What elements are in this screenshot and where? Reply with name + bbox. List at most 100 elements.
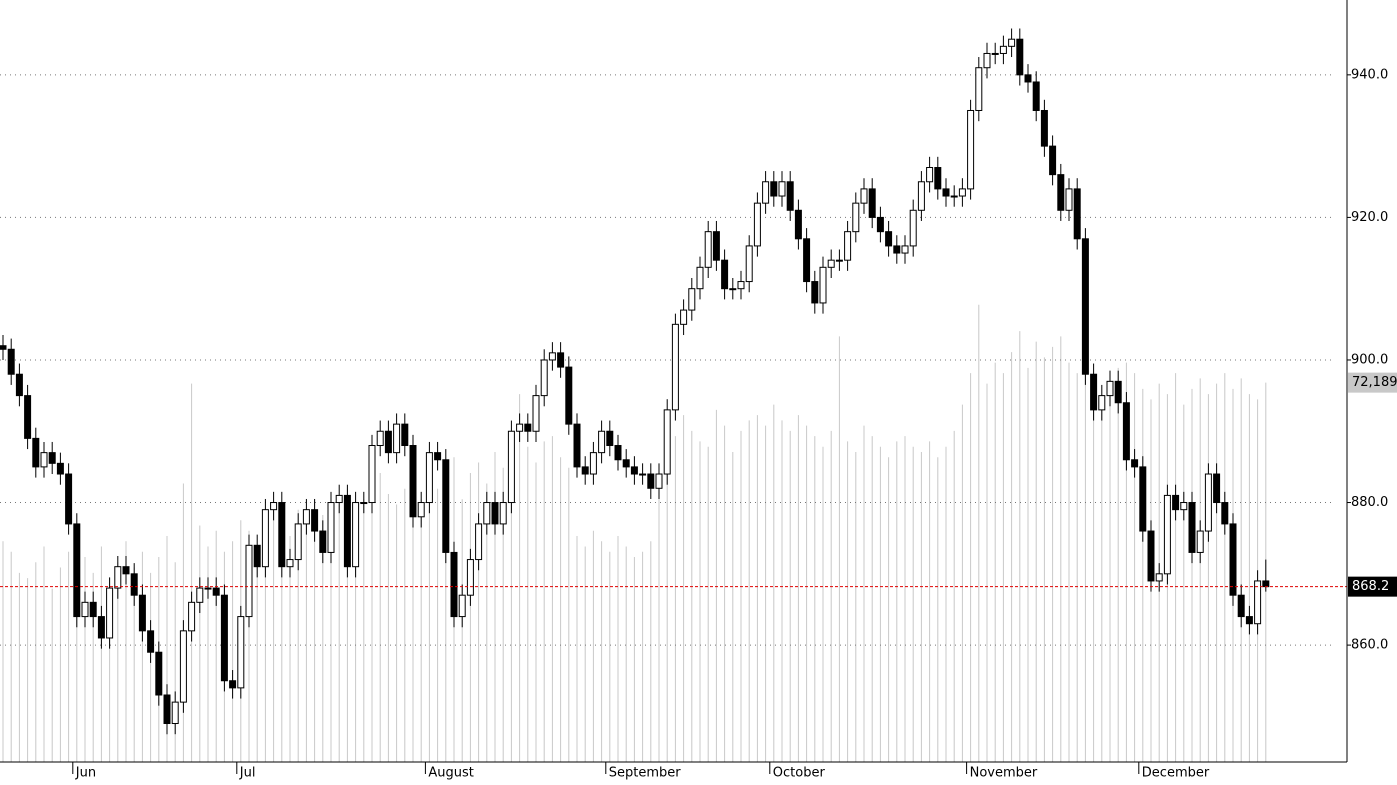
candle-body (65, 473, 73, 525)
candle-body (885, 231, 893, 247)
candle-body (655, 473, 663, 489)
candle-body (147, 630, 155, 653)
candle-body (1090, 373, 1098, 411)
candle-body (1139, 466, 1147, 532)
candle-body (466, 559, 474, 596)
candle-body (1131, 459, 1139, 468)
candle-body (1237, 594, 1245, 618)
candle-body (343, 494, 351, 568)
candle-body (56, 462, 64, 475)
candle-body (630, 466, 638, 475)
candle-body (32, 437, 40, 468)
candle-body (368, 445, 376, 504)
candle-body (983, 52, 991, 69)
candle-body (819, 266, 827, 304)
candle-body (89, 601, 97, 618)
x-tick-label: December (1142, 766, 1210, 781)
candle-body (540, 359, 548, 397)
candle-body (581, 466, 589, 475)
candle-body (999, 45, 1007, 54)
candle-body (745, 245, 753, 283)
candle-body (425, 452, 433, 504)
candle-body (106, 587, 114, 639)
y-tick-label: 940.0 (1351, 67, 1388, 82)
candle-body (770, 181, 778, 197)
candle-body (1163, 494, 1171, 575)
candle-body (138, 594, 146, 632)
candle-body (270, 502, 278, 511)
candle-body (122, 566, 130, 575)
candle-body (516, 423, 524, 432)
candle-body (327, 502, 335, 553)
candle-body (417, 502, 425, 518)
candle-body (737, 281, 745, 290)
candle-body (991, 52, 999, 55)
y-tick-label: 900.0 (1351, 352, 1388, 367)
x-tick-label: October (773, 766, 826, 781)
candle-body (335, 494, 343, 504)
x-tick-label: Jul (239, 766, 256, 781)
candle-body (1008, 38, 1016, 47)
candle-body (81, 601, 89, 618)
candle-body (811, 281, 819, 304)
candle-body (1262, 580, 1270, 588)
candle-body (844, 231, 852, 261)
candle-body (302, 509, 310, 525)
candle-body (1204, 473, 1212, 532)
candle-body (704, 231, 712, 268)
candle-body (15, 373, 23, 397)
candle-body (434, 452, 442, 461)
candle-body (688, 288, 696, 311)
candle-body (393, 423, 401, 454)
candle-body (1032, 81, 1040, 111)
candle-body (1180, 502, 1188, 511)
candle-body (1188, 502, 1196, 553)
candle-body (614, 445, 622, 461)
candle-body (0, 345, 7, 350)
candle-body (696, 266, 704, 290)
candle-body (204, 587, 212, 590)
candle-body (827, 259, 835, 268)
candle-body (893, 245, 901, 254)
candle-body (901, 245, 909, 254)
candle-body (950, 195, 958, 198)
candle-body (155, 651, 163, 696)
candle-body (975, 67, 983, 111)
x-tick-label: August (428, 766, 474, 781)
candle-body (229, 680, 237, 689)
candle-body (40, 452, 48, 468)
candle-body (917, 181, 925, 211)
candle-body (352, 502, 360, 568)
candle-body (1073, 188, 1081, 240)
y-tick-label: 860.0 (1351, 638, 1388, 653)
candle-body (171, 701, 179, 725)
candle-body (663, 409, 671, 475)
candle-body (48, 452, 56, 464)
candle-body (532, 395, 540, 432)
candle-body (24, 395, 32, 439)
y-tick-label: 880.0 (1351, 495, 1388, 510)
last-price-label: 868.2 (1352, 579, 1389, 594)
candle-body (294, 523, 302, 561)
candle-body (712, 231, 720, 261)
candle-body (680, 309, 688, 325)
candle-body (163, 694, 171, 725)
candle-body (1081, 238, 1089, 375)
candle-body (868, 188, 876, 218)
candle-body (860, 188, 868, 204)
candle-body (1106, 380, 1114, 397)
y-tick-label: 920.0 (1351, 210, 1388, 225)
candle-body (253, 544, 261, 568)
candle-body (499, 502, 507, 525)
candle-body (1040, 109, 1048, 147)
candle-body (1254, 580, 1262, 625)
candle-body (721, 259, 729, 290)
candle-body (1172, 494, 1180, 511)
candle-body (1057, 174, 1065, 211)
candle-body (1229, 523, 1237, 596)
candle-body (753, 202, 761, 247)
candle-body (778, 181, 786, 197)
x-tick-label: Jun (75, 766, 96, 781)
last-volume-label: 72,189 (1352, 375, 1397, 390)
candle-body (1155, 573, 1163, 582)
